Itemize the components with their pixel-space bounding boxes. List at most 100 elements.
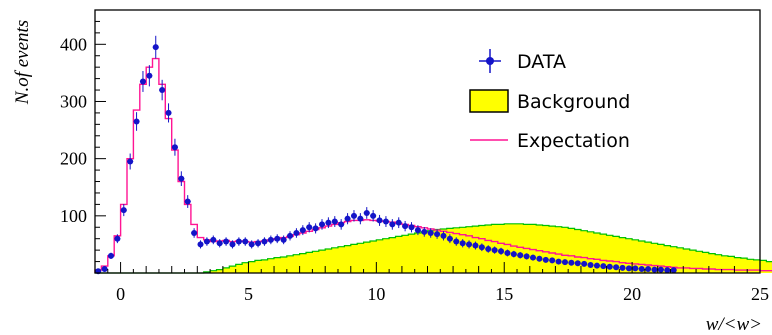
data-point-marker bbox=[127, 158, 134, 165]
x-tick-label: 5 bbox=[244, 284, 253, 304]
data-point-marker bbox=[536, 255, 543, 262]
data-point-marker bbox=[370, 212, 377, 219]
data-point bbox=[408, 222, 415, 233]
data-point-marker bbox=[114, 235, 121, 242]
data-point-marker bbox=[574, 260, 581, 267]
data-point bbox=[530, 254, 537, 261]
data-point-marker bbox=[472, 242, 479, 249]
data-point-marker bbox=[491, 247, 498, 254]
data-point-marker bbox=[197, 241, 204, 248]
data-point-marker bbox=[504, 249, 511, 256]
data-point bbox=[293, 228, 300, 238]
data-point-marker bbox=[606, 263, 613, 270]
x-tick-label: 0 bbox=[116, 284, 125, 304]
data-point-marker bbox=[530, 254, 537, 261]
data-point bbox=[606, 263, 613, 270]
y-tick-label: 300 bbox=[60, 91, 87, 111]
data-point bbox=[331, 216, 338, 227]
data-point-marker bbox=[593, 262, 600, 269]
data-point-marker bbox=[350, 212, 357, 219]
data-point-marker bbox=[523, 253, 530, 260]
y-tick-label: 200 bbox=[60, 149, 87, 169]
data-point bbox=[370, 210, 377, 222]
data-point bbox=[363, 207, 370, 219]
data-point bbox=[191, 228, 198, 238]
data-point-marker bbox=[395, 219, 402, 226]
data-point-marker bbox=[459, 240, 466, 247]
data-point-marker bbox=[171, 144, 178, 151]
data-point-marker bbox=[344, 215, 351, 222]
data-point bbox=[216, 239, 223, 248]
legend: DATA Background Expectation bbox=[469, 49, 630, 152]
data-point bbox=[325, 217, 332, 229]
data-point bbox=[287, 231, 294, 241]
data-point-marker bbox=[645, 265, 652, 272]
data-point-marker bbox=[632, 265, 639, 272]
legend-item-data: DATA bbox=[479, 49, 566, 73]
data-point-marker bbox=[408, 224, 415, 231]
data-point bbox=[318, 219, 325, 230]
data-point-marker bbox=[325, 219, 332, 226]
data-point bbox=[453, 237, 460, 246]
data-point bbox=[376, 214, 383, 226]
data-point-marker bbox=[280, 236, 287, 243]
data-point-marker bbox=[363, 209, 370, 216]
data-point-marker bbox=[261, 238, 268, 245]
data-point bbox=[312, 223, 319, 234]
data-point-marker bbox=[191, 229, 198, 236]
data-point-marker bbox=[267, 236, 274, 243]
data-point bbox=[255, 239, 262, 248]
data-point-marker bbox=[510, 251, 517, 258]
data-point-marker bbox=[638, 265, 645, 272]
data-point bbox=[466, 240, 473, 249]
data-point-marker bbox=[203, 238, 210, 245]
legend-item-background: Background bbox=[469, 89, 630, 113]
data-point bbox=[542, 256, 549, 263]
data-point-marker bbox=[440, 232, 447, 239]
data-point bbox=[613, 264, 620, 271]
data-point bbox=[491, 246, 498, 254]
data-point bbox=[120, 204, 127, 217]
data-point bbox=[581, 260, 588, 267]
data-point bbox=[107, 252, 114, 259]
data-point bbox=[619, 264, 626, 271]
data-point bbox=[184, 195, 191, 208]
data-point-marker bbox=[165, 109, 172, 116]
data-point-marker bbox=[312, 225, 319, 232]
data-point-marker bbox=[382, 218, 389, 225]
data-point bbox=[357, 213, 364, 225]
data-point bbox=[165, 103, 172, 123]
data-point bbox=[159, 79, 166, 101]
data-point bbox=[203, 237, 210, 246]
data-point bbox=[414, 225, 421, 236]
data-point bbox=[421, 226, 428, 237]
data-point-marker bbox=[619, 264, 626, 271]
data-point bbox=[197, 240, 204, 249]
data-point bbox=[280, 235, 287, 245]
data-point bbox=[427, 228, 434, 238]
legend-background-label: Background bbox=[517, 91, 630, 113]
data-point bbox=[517, 252, 524, 259]
data-point-marker bbox=[293, 229, 300, 236]
data-point-marker bbox=[287, 232, 294, 239]
data-point bbox=[625, 265, 632, 272]
data-point-marker bbox=[421, 228, 428, 235]
data-point-marker bbox=[152, 44, 159, 51]
data-point bbox=[101, 265, 108, 272]
data-point bbox=[114, 234, 121, 244]
data-point bbox=[549, 257, 556, 264]
legend-background-swatch bbox=[469, 89, 509, 113]
data-point bbox=[306, 222, 313, 233]
data-point bbox=[235, 237, 242, 246]
data-point-marker bbox=[453, 238, 460, 245]
data-point bbox=[600, 263, 607, 270]
y-tick-label: 400 bbox=[60, 34, 87, 54]
data-point-marker bbox=[107, 252, 114, 259]
data-point-marker bbox=[184, 198, 191, 205]
data-point-marker bbox=[555, 258, 562, 265]
data-point bbox=[498, 247, 505, 255]
data-point bbox=[338, 219, 345, 230]
data-point bbox=[459, 239, 466, 248]
data-point-marker bbox=[242, 238, 249, 245]
data-point bbox=[523, 253, 530, 260]
